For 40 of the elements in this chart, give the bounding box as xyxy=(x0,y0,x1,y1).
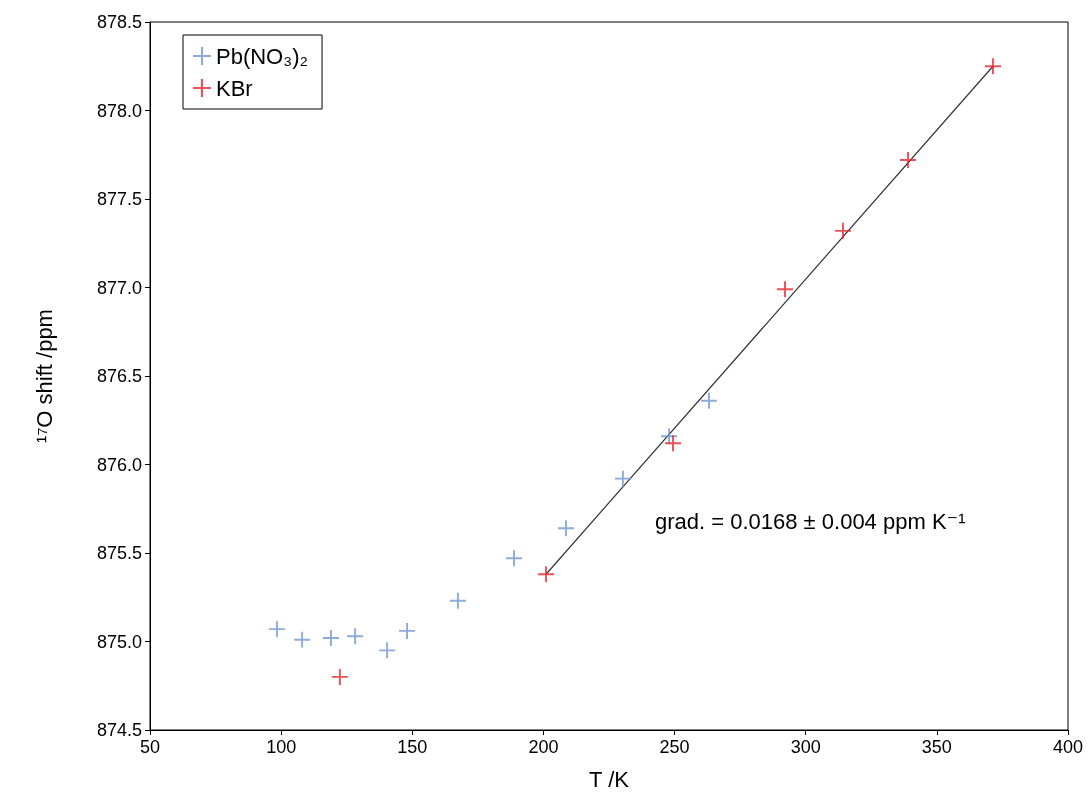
y-tick-label: 875.5 xyxy=(96,543,142,563)
point xyxy=(506,550,523,567)
point xyxy=(614,470,631,487)
point xyxy=(900,152,917,169)
legend-label: Pb(NO₃)₂ xyxy=(216,43,309,69)
point xyxy=(700,392,717,409)
x-tick-label: 350 xyxy=(921,737,952,757)
point xyxy=(399,622,416,639)
x-tick-label: 300 xyxy=(790,737,821,757)
point xyxy=(834,222,851,239)
point xyxy=(776,281,793,298)
x-tick-label: 250 xyxy=(659,737,690,757)
annotation: grad. = 0.0168 ± 0.004 ppm K⁻¹ xyxy=(655,508,966,534)
point xyxy=(449,592,466,609)
x-tick-label: 150 xyxy=(397,737,428,757)
y-tick-label: 877.0 xyxy=(96,277,142,298)
point xyxy=(294,631,311,648)
y-tick-label: 876.0 xyxy=(96,454,142,475)
point xyxy=(665,435,681,452)
point xyxy=(538,566,555,583)
point xyxy=(322,629,339,646)
y-tick-label: 878.0 xyxy=(96,100,142,121)
x-tick-label: 100 xyxy=(266,737,297,757)
x-axis-title: T /K xyxy=(589,766,630,792)
y-tick-label: 878.5 xyxy=(96,12,142,32)
point xyxy=(557,520,574,537)
y-tick-label: 876.5 xyxy=(96,366,142,386)
x-tick-label: 50 xyxy=(139,737,161,757)
y-axis-title: ¹⁷O shift /ppm xyxy=(31,309,57,443)
x-tick-label: 200 xyxy=(528,737,559,757)
x-tick-label: 400 xyxy=(1052,737,1084,757)
point xyxy=(268,621,285,638)
point xyxy=(984,58,1001,75)
y-tick-label: 875.0 xyxy=(96,631,142,652)
point xyxy=(331,668,348,685)
y-tick-label: 877.5 xyxy=(96,189,142,209)
legend-label: KBr xyxy=(216,75,253,101)
point xyxy=(379,642,396,659)
y-tick-label: 874.5 xyxy=(96,720,142,740)
point xyxy=(347,628,364,645)
